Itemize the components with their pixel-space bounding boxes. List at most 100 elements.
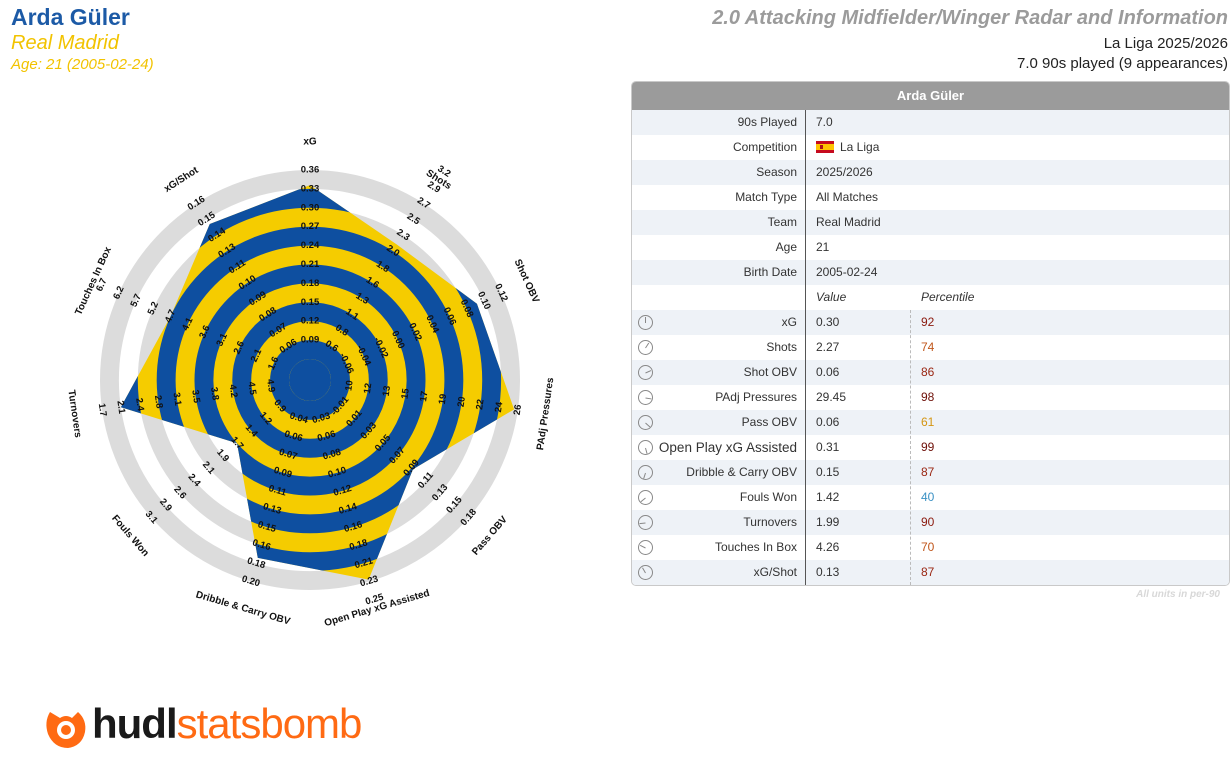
metric-value: 0.13 <box>816 565 840 579</box>
tick-label: 0.09 <box>272 465 293 481</box>
tick-label: 2.1 <box>114 400 127 415</box>
played-line: 7.0 90s played (9 appearances) <box>1017 55 1228 72</box>
tick-label: 0.23 <box>359 574 380 590</box>
tick-label: 0.06 <box>316 429 337 445</box>
info-value: 7.0 <box>816 110 833 135</box>
tick-label: 0.36 <box>301 165 320 176</box>
info-row: Match Type All Matches <box>632 185 1229 210</box>
metric-value: 29.45 <box>816 390 847 404</box>
tick-label: 3.1 <box>214 331 230 348</box>
tick-label: 20 <box>456 396 468 408</box>
tick-label: 4.7 <box>163 308 178 325</box>
metric-row: Shot OBV 0.06 86 <box>632 360 1229 385</box>
metric-row: Dribble & Carry OBV 0.15 87 <box>632 460 1229 485</box>
info-row: Season 2025/2026 <box>632 160 1229 185</box>
metric-value: 1.42 <box>816 490 840 504</box>
metric-label: Shot OBV <box>743 365 797 379</box>
logo-hudl: hudl <box>92 700 178 747</box>
tick-label: 0.08 <box>321 447 342 463</box>
metric-label: xG <box>781 315 797 329</box>
tick-label: 13 <box>381 385 393 397</box>
info-row: Competition La Liga <box>632 135 1229 160</box>
radar-title: 2.0 Attacking Midfielder/Winger Radar an… <box>712 7 1228 29</box>
metric-label: Pass OBV <box>741 415 797 429</box>
info-value-text: La Liga <box>840 140 880 154</box>
tick-label: 0.21 <box>353 555 375 571</box>
tick-label: 0.03 <box>311 410 332 426</box>
metric-label: Open Play xG Assisted <box>658 440 797 455</box>
axis-label: Pass OBV <box>470 514 510 558</box>
clock-icon <box>638 340 653 355</box>
tick-label: 1.6 <box>266 355 281 372</box>
tick-label: 0.21 <box>301 259 320 270</box>
info-value: 2025/2026 <box>816 160 873 185</box>
metric-percentile: 61 <box>921 415 935 429</box>
clock-icon <box>638 365 653 380</box>
column-divider <box>805 110 806 585</box>
tick-label: 17 <box>418 390 430 402</box>
tick-label: 3.6 <box>197 324 212 341</box>
tick-label: 10 <box>343 380 355 392</box>
tick-label: 4.9 <box>264 378 277 393</box>
metrics-header-row: Value Percentile <box>632 285 1229 310</box>
tick-label: 6.7 <box>94 277 109 294</box>
axis-label: xG <box>303 137 317 148</box>
tick-label: 0.12 <box>301 316 320 327</box>
metric-row: xG 0.30 92 <box>632 310 1229 335</box>
axis-label: Shot OBV <box>512 258 542 305</box>
radar-band <box>232 302 388 458</box>
info-label: Competition <box>732 140 797 154</box>
tick-label: 2.4 <box>133 397 146 412</box>
tick-label: 0.12 <box>332 483 353 499</box>
metric-row: Pass OBV 0.06 61 <box>632 410 1229 435</box>
tick-label: 0.06 <box>283 429 304 445</box>
clock-icon <box>638 490 653 505</box>
clock-icon <box>638 565 653 580</box>
spain-flag-icon <box>816 141 834 153</box>
radar-ring <box>99 169 521 591</box>
clock-icon <box>638 540 653 555</box>
tick-label: 12 <box>362 382 374 394</box>
tick-label: 3.5 <box>189 389 202 404</box>
metric-percentile: 90 <box>921 515 935 529</box>
metric-percentile: 86 <box>921 365 935 379</box>
radar-band <box>270 340 350 420</box>
metric-label: Shots <box>766 340 797 354</box>
team-name: Real Madrid <box>11 32 119 54</box>
clock-icon <box>638 465 653 480</box>
metric-row: Shots 2.27 74 <box>632 335 1229 360</box>
metric-value: 4.26 <box>816 540 840 554</box>
axis-label: xG/Shot <box>162 165 201 195</box>
value-column-header: Value <box>816 290 847 304</box>
info-row: Birth Date 2005-02-24 <box>632 260 1229 285</box>
metric-row: Fouls Won 1.42 40 <box>632 485 1229 510</box>
metric-value: 0.06 <box>816 365 840 379</box>
tick-label: 0.30 <box>301 202 320 213</box>
table-title: Arda Güler <box>632 82 1229 110</box>
info-label: Season <box>756 165 797 179</box>
info-value-text: Real Madrid <box>816 215 881 229</box>
info-label: 90s Played <box>737 115 797 129</box>
metric-value: 0.30 <box>816 315 840 329</box>
metric-label: PAdj Pressures <box>715 390 797 404</box>
axis-label: Dribble & Carry OBV <box>194 589 291 627</box>
percentile-column-header: Percentile <box>921 290 975 304</box>
clock-icon <box>638 415 653 430</box>
metric-row: PAdj Pressures 29.45 98 <box>632 385 1229 410</box>
tick-label: 0.15 <box>301 297 320 308</box>
tick-label: 24 <box>493 400 505 413</box>
info-value: La Liga <box>816 135 879 160</box>
tick-label: 3.8 <box>208 386 221 401</box>
tick-label: 5.7 <box>128 292 143 309</box>
tick-label: 4.1 <box>180 315 196 332</box>
tick-label: 0.10 <box>327 465 348 481</box>
tick-label: 4.2 <box>227 384 240 399</box>
info-value-text: 2005-02-24 <box>816 265 878 279</box>
info-label: Age <box>775 240 797 254</box>
tick-label: 0.16 <box>251 537 272 553</box>
info-value-text: All Matches <box>816 190 879 204</box>
logo-statsbomb: statsbomb <box>176 700 363 747</box>
info-value: 21 <box>816 235 829 260</box>
metric-label: Touches In Box <box>714 540 797 554</box>
tick-label: 19 <box>437 393 449 405</box>
